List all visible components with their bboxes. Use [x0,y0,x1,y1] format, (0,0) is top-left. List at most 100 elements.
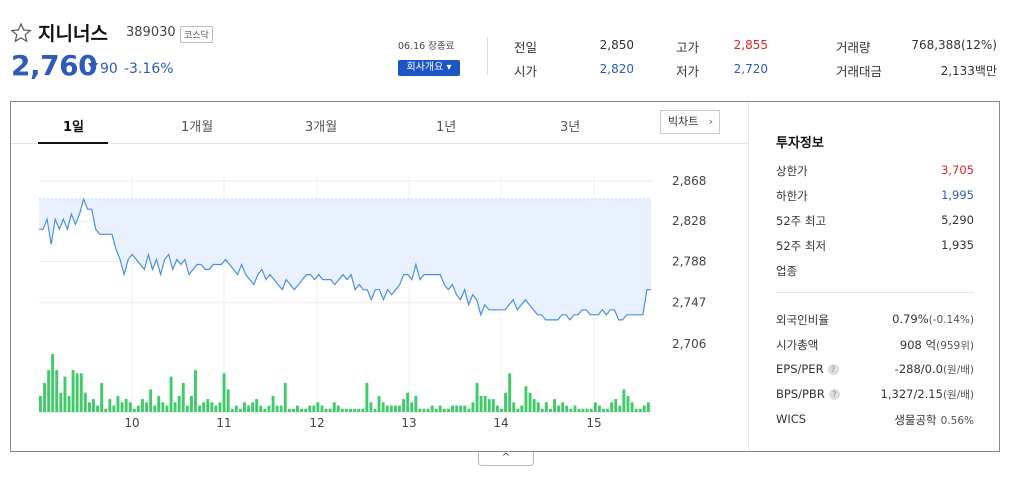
info-label: 52주 최고 [776,214,827,228]
volume-bar [287,408,291,412]
volume-bar [414,395,418,412]
volume-bar [581,408,585,412]
info-value-main: 908 억 [899,338,937,352]
volume-bar [153,405,157,412]
info-value-main: 생물공학 [894,413,937,427]
volume-bar [230,408,234,412]
info-label-text: WICS [776,412,807,426]
info-value-sub: (원/배) [942,364,974,376]
volume-bar [255,399,259,412]
volume-bar [365,383,369,412]
bigchart-button[interactable]: 빅차트 › [660,110,720,134]
x-tick-label: 12 [309,416,324,430]
stock-header: 지니너스 389030 코스닥 2,760 90 -3.16% 06.16 장종… [0,0,1025,90]
tab-3year[interactable]: 3년 [560,120,581,135]
volume-bar [549,408,552,412]
volume-bar [475,383,479,412]
volume-bar [55,370,59,412]
tab-1day[interactable]: 1일 [63,120,85,135]
volume-bar [296,405,299,412]
volume-bar [536,402,540,412]
info-value: 0.79%(-0.14%) [892,312,974,326]
volume-bar [145,402,148,412]
x-tick-label: 10 [124,416,139,430]
volume-bar [438,405,442,412]
active-tab-indicator [38,142,108,144]
volume-bar [116,395,120,412]
y-tick-label: 2,706 [672,337,706,351]
volume-bar [104,408,108,412]
volume-bar [569,408,573,412]
volume-bar [467,408,471,412]
tab-3month[interactable]: 3개월 [305,120,338,135]
volume-bar [136,405,140,412]
stock-name: 지니너스 [38,23,108,45]
quote-value: 2,820 [599,62,634,76]
quote-value: 2,720 [733,62,768,76]
volume-bar [316,402,320,412]
question-icon[interactable]: ? [827,364,839,375]
volume-bar [47,370,51,412]
volume-bar [491,399,495,412]
volume-bar [626,395,630,412]
question-icon[interactable]: ? [828,389,840,400]
volume-bar [194,370,197,412]
chevron-up-icon[interactable]: ^ [478,452,534,466]
volume-bar [361,408,365,412]
info-value-sub: (959위) [936,340,974,352]
volume-bar [39,395,42,412]
stock-code: 389030 [126,25,176,40]
volume-bar [190,395,193,412]
company-overview-button[interactable]: 회사개요 ▾ [398,60,460,76]
info-value: -288/0.0(원/배) [895,362,974,377]
tab-1month[interactable]: 1개월 [181,120,214,135]
info-label-text: 시가총액 [776,338,819,352]
volume-bar [410,402,414,412]
info-label: 업종 [776,264,798,278]
info-label: WICS [776,412,806,426]
volume-bar [124,399,128,412]
volume-bar [508,373,512,412]
quote-label: 시가 [514,64,538,79]
volume-bar [92,399,95,412]
volume-bar [324,408,328,412]
tab-1year[interactable]: 1년 [436,120,457,135]
price-chart[interactable]: 2,868 2,828 2,788 2,747 2,706 10 11 12 13 14 15 [11,144,748,451]
volume-bar [312,405,316,412]
volume-bar [422,408,426,412]
volume-bar [487,399,491,412]
volume-bar [328,408,332,412]
volume-bar [369,402,373,412]
volume-bar [185,405,189,412]
volume-bar [561,402,565,412]
volume-bar [300,408,303,412]
volume-bar [394,405,397,412]
divider [487,37,488,75]
info-label-text: BPS/PBR [776,387,825,401]
info-label-text: EPS/PER [776,362,824,376]
volume-bar [308,405,312,412]
investment-info-title: 투자정보 [776,136,824,151]
info-label: 시가총액 [776,337,818,353]
volume-bar [71,370,75,412]
volume-bar [544,402,548,412]
volume-bar [67,395,71,412]
price-area [39,199,651,320]
volume-bar [198,405,201,412]
volume-bar [430,405,434,412]
volume-bar [75,373,79,412]
volume-bar [181,383,185,412]
volume-bar [377,395,381,412]
volume-bar [618,405,622,412]
quote-value: 2,850 [599,38,634,52]
volume-bar [271,395,275,412]
info-label: 52주 최저 [776,239,827,253]
y-tick-label: 2,788 [672,254,706,268]
info-value-sub: 0.56% [940,415,974,427]
volume-bar [406,392,410,412]
info-label-text: 외국인비율 [776,313,829,327]
star-outline-icon[interactable] [10,22,32,44]
volume-bar [226,389,230,412]
y-tick-label: 2,828 [672,214,706,228]
volume-bar [165,405,169,412]
